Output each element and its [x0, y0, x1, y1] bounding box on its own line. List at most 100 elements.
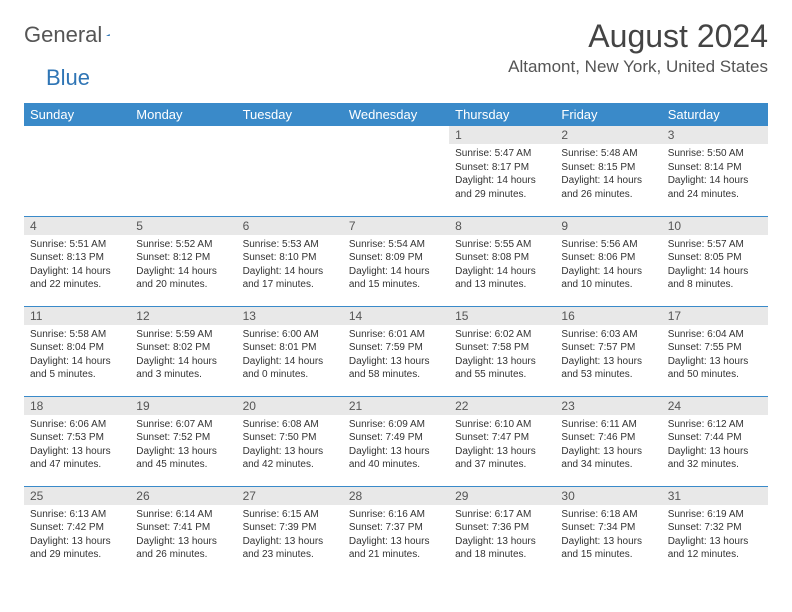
day-number: 25: [24, 487, 130, 505]
day-number: 5: [130, 217, 236, 235]
day-details: Sunrise: 6:09 AMSunset: 7:49 PMDaylight:…: [343, 415, 449, 475]
day-detail-line: Daylight: 13 hours and 32 minutes.: [668, 445, 762, 472]
day-details: Sunrise: 6:06 AMSunset: 7:53 PMDaylight:…: [24, 415, 130, 475]
day-number: 11: [24, 307, 130, 325]
calendar-cell: [237, 126, 343, 216]
day-detail-line: Sunset: 8:09 PM: [349, 251, 443, 265]
day-detail-line: Sunrise: 6:19 AM: [668, 508, 762, 522]
day-detail-line: Sunrise: 5:57 AM: [668, 238, 762, 252]
weekday-header: Sunday: [24, 103, 130, 126]
month-title: August 2024: [508, 18, 768, 55]
day-detail-line: Daylight: 14 hours and 17 minutes.: [243, 265, 337, 292]
day-number: 21: [343, 397, 449, 415]
day-detail-line: Sunset: 7:41 PM: [136, 521, 230, 535]
day-detail-line: Sunset: 7:39 PM: [243, 521, 337, 535]
calendar-cell: 29Sunrise: 6:17 AMSunset: 7:36 PMDayligh…: [449, 486, 555, 576]
day-detail-line: Sunrise: 5:59 AM: [136, 328, 230, 342]
calendar-cell: 24Sunrise: 6:12 AMSunset: 7:44 PMDayligh…: [662, 396, 768, 486]
calendar-cell: 11Sunrise: 5:58 AMSunset: 8:04 PMDayligh…: [24, 306, 130, 396]
day-detail-line: Sunrise: 6:08 AM: [243, 418, 337, 432]
logo-text-blue: Blue: [46, 65, 90, 90]
calendar-cell: 5Sunrise: 5:52 AMSunset: 8:12 PMDaylight…: [130, 216, 236, 306]
day-detail-line: Sunrise: 6:04 AM: [668, 328, 762, 342]
day-details: Sunrise: 6:19 AMSunset: 7:32 PMDaylight:…: [662, 505, 768, 565]
day-detail-line: Sunset: 8:02 PM: [136, 341, 230, 355]
day-detail-line: Daylight: 13 hours and 21 minutes.: [349, 535, 443, 562]
day-detail-line: Daylight: 13 hours and 29 minutes.: [30, 535, 124, 562]
day-details: Sunrise: 5:47 AMSunset: 8:17 PMDaylight:…: [449, 144, 555, 204]
calendar-cell: 26Sunrise: 6:14 AMSunset: 7:41 PMDayligh…: [130, 486, 236, 576]
day-detail-line: Daylight: 14 hours and 15 minutes.: [349, 265, 443, 292]
day-details: Sunrise: 5:52 AMSunset: 8:12 PMDaylight:…: [130, 235, 236, 295]
calendar-cell: 14Sunrise: 6:01 AMSunset: 7:59 PMDayligh…: [343, 306, 449, 396]
day-detail-line: Sunrise: 6:10 AM: [455, 418, 549, 432]
calendar-cell: 23Sunrise: 6:11 AMSunset: 7:46 PMDayligh…: [555, 396, 661, 486]
day-detail-line: Sunset: 7:42 PM: [30, 521, 124, 535]
day-detail-line: Daylight: 14 hours and 26 minutes.: [561, 174, 655, 201]
calendar-cell: 15 Sunrise: 6:02 AMSunset: 7:58 PMDayligh…: [449, 306, 555, 396]
day-detail-line: Sunrise: 6:01 AM: [349, 328, 443, 342]
day-number: [343, 126, 449, 130]
day-number: 3: [662, 126, 768, 144]
day-detail-line: Sunset: 7:52 PM: [136, 431, 230, 445]
day-number: 26: [130, 487, 236, 505]
weekday-header: Thursday: [449, 103, 555, 126]
calendar-cell: 28Sunrise: 6:16 AMSunset: 7:37 PMDayligh…: [343, 486, 449, 576]
calendar-cell: 17Sunrise: 6:04 AMSunset: 7:55 PMDayligh…: [662, 306, 768, 396]
calendar-cell: 9Sunrise: 5:56 AMSunset: 8:06 PMDaylight…: [555, 216, 661, 306]
day-detail-line: Sunset: 8:15 PM: [561, 161, 655, 175]
day-number: [24, 126, 130, 130]
day-detail-line: Sunset: 7:59 PM: [349, 341, 443, 355]
header: General August 2024 Altamont, New York, …: [24, 18, 768, 77]
day-number: 16: [555, 307, 661, 325]
day-detail-line: Sunrise: 6:00 AM: [243, 328, 337, 342]
day-details: Sunrise: 5:54 AMSunset: 8:09 PMDaylight:…: [343, 235, 449, 295]
day-number: 14: [343, 307, 449, 325]
weekday-header: Friday: [555, 103, 661, 126]
day-detail-line: Daylight: 14 hours and 10 minutes.: [561, 265, 655, 292]
calendar-cell: 30Sunrise: 6:18 AMSunset: 7:34 PMDayligh…: [555, 486, 661, 576]
day-detail-line: Sunrise: 5:51 AM: [30, 238, 124, 252]
day-details: Sunrise: 6:18 AMSunset: 7:34 PMDaylight:…: [555, 505, 661, 565]
day-detail-line: Daylight: 14 hours and 20 minutes.: [136, 265, 230, 292]
calendar-cell: 27Sunrise: 6:15 AMSunset: 7:39 PMDayligh…: [237, 486, 343, 576]
day-detail-line: Sunset: 8:04 PM: [30, 341, 124, 355]
day-number: 4: [24, 217, 130, 235]
day-detail-line: Sunrise: 6:15 AM: [243, 508, 337, 522]
day-detail-line: Sunrise: 6:16 AM: [349, 508, 443, 522]
day-detail-line: Sunrise: 5:53 AM: [243, 238, 337, 252]
day-detail-line: Sunset: 7:58 PM: [455, 341, 549, 355]
day-detail-line: Sunrise: 5:47 AM: [455, 147, 549, 161]
day-detail-line: Sunset: 8:14 PM: [668, 161, 762, 175]
calendar-cell: 4Sunrise: 5:51 AMSunset: 8:13 PMDaylight…: [24, 216, 130, 306]
day-detail-line: Sunset: 7:55 PM: [668, 341, 762, 355]
day-detail-line: Sunrise: 6:09 AM: [349, 418, 443, 432]
day-number: 15: [449, 307, 555, 325]
calendar-row: 4Sunrise: 5:51 AMSunset: 8:13 PMDaylight…: [24, 216, 768, 306]
day-detail-line: Sunset: 7:50 PM: [243, 431, 337, 445]
day-detail-line: Sunset: 7:37 PM: [349, 521, 443, 535]
day-detail-line: Daylight: 13 hours and 45 minutes.: [136, 445, 230, 472]
day-number: 1: [449, 126, 555, 144]
day-detail-line: Sunrise: 6:03 AM: [561, 328, 655, 342]
day-number: 7: [343, 217, 449, 235]
day-details: Sunrise: 5:55 AMSunset: 8:08 PMDaylight:…: [449, 235, 555, 295]
day-details: Sunrise: 6:04 AMSunset: 7:55 PMDaylight:…: [662, 325, 768, 385]
logo-text-general: General: [24, 22, 102, 48]
day-detail-line: Daylight: 13 hours and 55 minutes.: [455, 355, 549, 382]
day-detail-line: Sunrise: 6:02 AM: [455, 328, 549, 342]
day-number: [237, 126, 343, 130]
day-detail-line: Sunrise: 5:56 AM: [561, 238, 655, 252]
day-detail-line: Sunset: 7:34 PM: [561, 521, 655, 535]
calendar-cell: 6Sunrise: 5:53 AMSunset: 8:10 PMDaylight…: [237, 216, 343, 306]
day-detail-line: Daylight: 14 hours and 3 minutes.: [136, 355, 230, 382]
day-detail-line: Sunset: 8:05 PM: [668, 251, 762, 265]
day-detail-line: Daylight: 13 hours and 53 minutes.: [561, 355, 655, 382]
day-number: 12: [130, 307, 236, 325]
calendar-cell: 8Sunrise: 5:55 AMSunset: 8:08 PMDaylight…: [449, 216, 555, 306]
day-detail-line: Sunset: 8:06 PM: [561, 251, 655, 265]
day-details: Sunrise: 6:11 AMSunset: 7:46 PMDaylight:…: [555, 415, 661, 475]
calendar-cell: 22Sunrise: 6:10 AMSunset: 7:47 PMDayligh…: [449, 396, 555, 486]
day-details: Sunrise: 6:08 AMSunset: 7:50 PMDaylight:…: [237, 415, 343, 475]
day-detail-line: Sunrise: 6:06 AM: [30, 418, 124, 432]
